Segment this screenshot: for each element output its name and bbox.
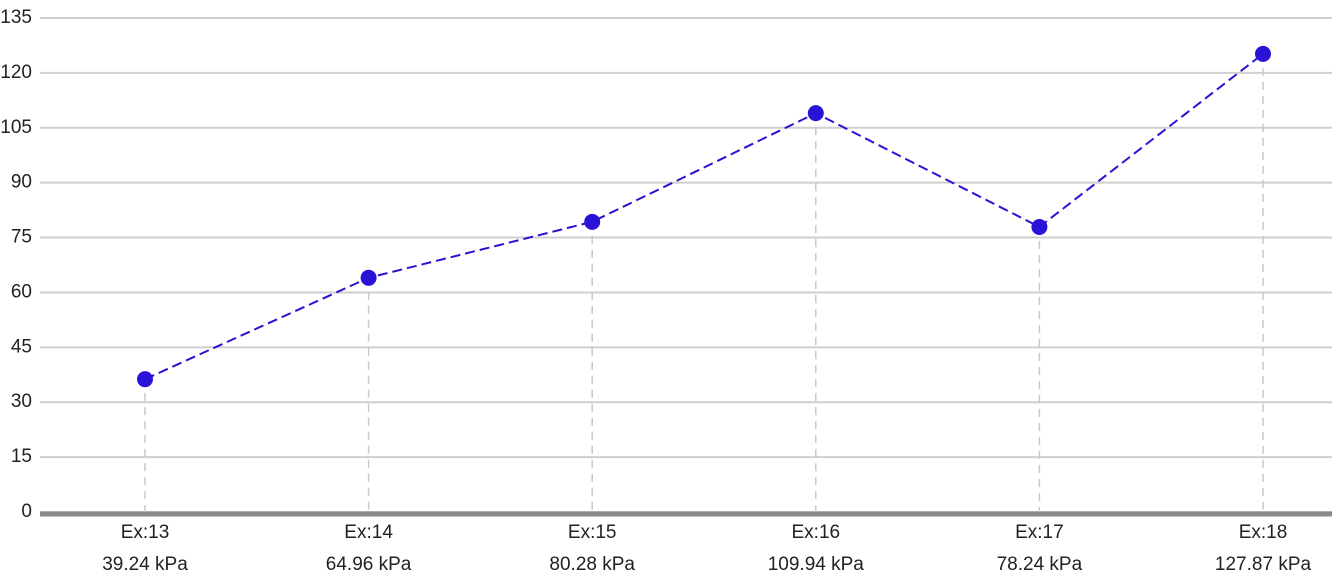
x-tick-label: 39.24 kPa	[102, 554, 188, 575]
x-tick-label: 109.94 kPa	[768, 554, 865, 575]
x-tick-label: 64.96 kPa	[326, 554, 412, 575]
y-tick-label: 120	[0, 62, 32, 83]
point	[360, 269, 377, 286]
x-tick-label: Ex:17	[1015, 522, 1064, 543]
x-tick-label: Ex:18	[1239, 522, 1288, 543]
point	[1255, 45, 1271, 62]
y-tick-label: 0	[21, 501, 32, 522]
point	[1031, 218, 1048, 235]
series-line	[144, 53, 1264, 381]
y-tick-label: 90	[11, 172, 32, 193]
point	[137, 371, 153, 388]
x-tick-label: 78.24 kPa	[997, 554, 1083, 575]
y-tick-label: 30	[11, 391, 32, 412]
y-tick-label: 105	[0, 117, 32, 138]
x-tick-label: Ex:16	[792, 522, 841, 543]
x-tick-label: Ex:13	[121, 522, 170, 543]
y-tick-label: 135	[0, 7, 32, 28]
x-tick-label: Ex:14	[344, 522, 393, 543]
point	[807, 105, 824, 122]
point	[584, 213, 601, 230]
x-tick-label: 80.28 kPa	[549, 554, 635, 575]
y-tick-label: 45	[11, 336, 32, 357]
y-tick-label: 60	[11, 281, 32, 302]
x-tick-label: 127.87 kPa	[1215, 554, 1312, 575]
y-tick-label: 75	[11, 227, 32, 248]
x-tick-label: Ex:15	[568, 522, 617, 543]
y-tick-label: 15	[11, 446, 32, 467]
